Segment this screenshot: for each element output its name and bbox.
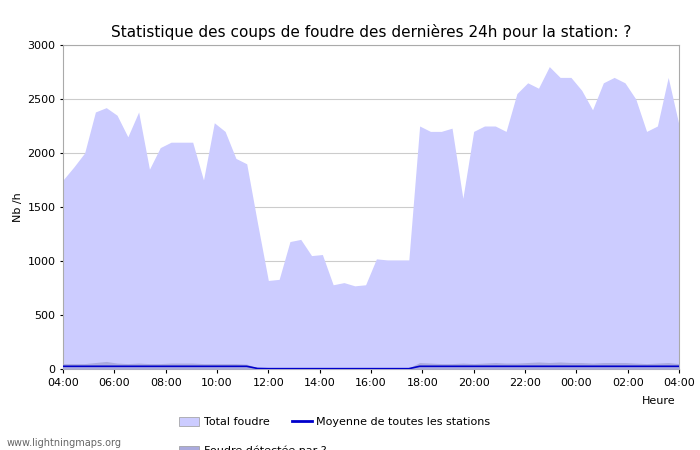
- Y-axis label: Nb /h: Nb /h: [13, 192, 23, 222]
- Text: Heure: Heure: [642, 396, 675, 406]
- Title: Statistique des coups de foudre des dernières 24h pour la station: ?: Statistique des coups de foudre des dern…: [111, 24, 631, 40]
- Text: www.lightningmaps.org: www.lightningmaps.org: [7, 438, 122, 448]
- Legend: Foudre détectée par ?: Foudre détectée par ?: [179, 446, 326, 450]
